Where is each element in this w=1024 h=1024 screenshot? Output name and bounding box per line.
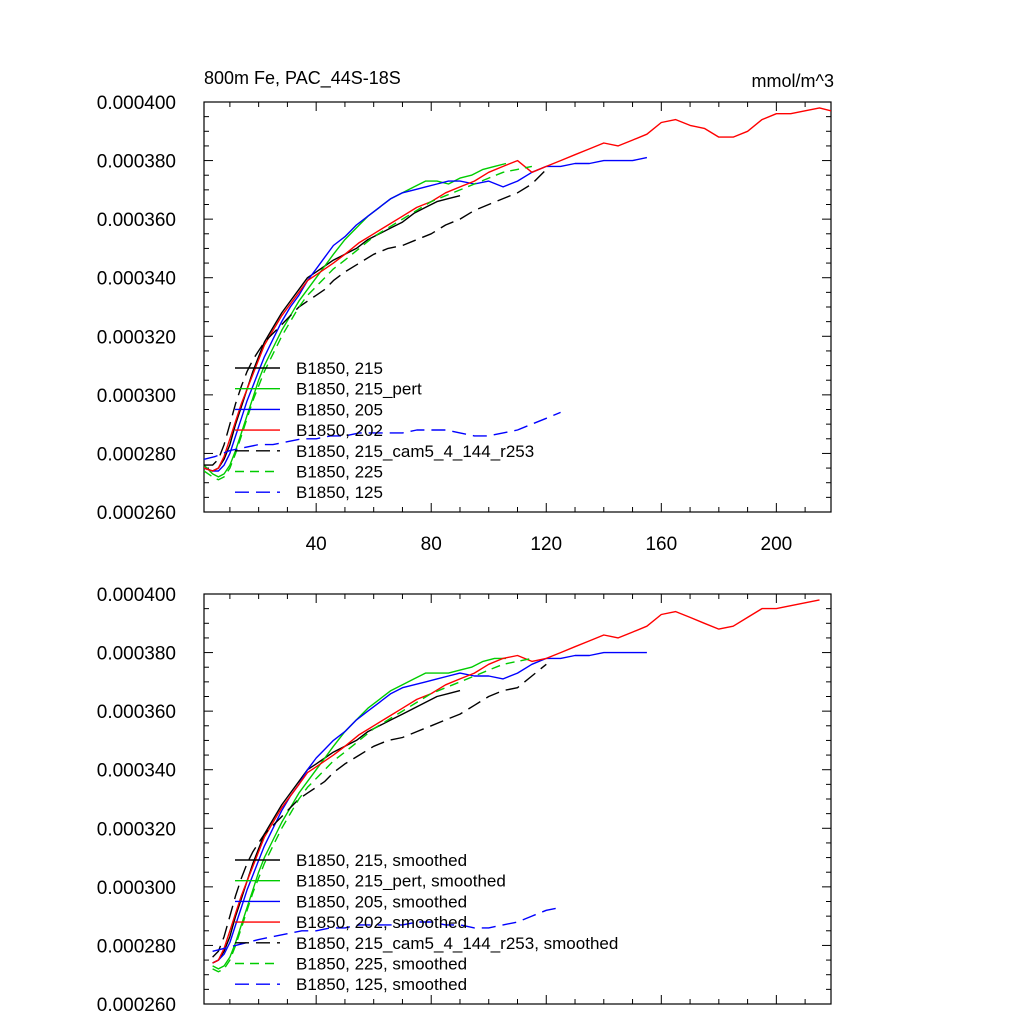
series-line-2 — [212, 657, 506, 970]
y-tick-label: 0.000340 — [97, 269, 176, 290]
x-tick-label: 200 — [761, 534, 793, 555]
top-panel: 800m Fe, PAC_44S-18S mmol/m^3 0.000260 0.… — [97, 68, 834, 555]
legend-entry: B1850, 215_pert, smoothed — [296, 872, 506, 891]
y-tick-label: 0.000280 — [97, 936, 176, 957]
series-line-1 — [204, 195, 461, 472]
legend-entry: B1850, 215_pert — [296, 380, 422, 399]
bottom-panel: 0.000260 0.000280 0.000300 0.000320 0.000340… — [97, 585, 832, 1016]
series-line-4 — [204, 107, 831, 472]
legend-entry: B1850, 202, smoothed — [296, 913, 467, 932]
series-line-3 — [212, 651, 647, 964]
series-line-7 — [212, 906, 561, 952]
y-tick-label: 0.000400 — [97, 93, 176, 114]
legend-entry: B1850, 215_cam5_4_144_r253, smoothed — [296, 934, 618, 953]
x-tick-label: 40 — [306, 534, 327, 555]
legend-entry: B1850, 202 — [296, 421, 383, 440]
legend-entry: B1850, 225, smoothed — [296, 955, 467, 974]
legend-entry: B1850, 225 — [296, 463, 383, 482]
x-tick-label: 120 — [530, 534, 562, 555]
y-tick-label: 0.000380 — [97, 152, 176, 173]
y-tick-label: 0.000260 — [97, 995, 176, 1016]
legend-entry: B1850, 125 — [296, 483, 383, 502]
legend-entry: B1850, 205, smoothed — [296, 892, 467, 911]
y-tick-label: 0.000400 — [97, 585, 176, 606]
series-line-6 — [204, 165, 533, 481]
series-line-7 — [204, 411, 561, 460]
legend-entry: B1850, 125, smoothed — [296, 975, 467, 994]
y-tick-label: 0.000300 — [97, 878, 176, 899]
y-tick-label: 0.000320 — [97, 327, 176, 348]
legend-entry: B1850, 215, smoothed — [296, 851, 467, 870]
legend-entry: B1850, 215_cam5_4_144_r253 — [296, 442, 534, 461]
y-tick-label: 0.000260 — [97, 503, 176, 524]
legend-entry: B1850, 215 — [296, 359, 383, 378]
y-tick-label: 0.000280 — [97, 444, 176, 465]
series-line-6 — [212, 657, 533, 973]
units-label: mmol/m^3 — [752, 71, 834, 91]
x-tick-label: 160 — [645, 534, 677, 555]
y-tick-label: 0.000320 — [97, 819, 176, 840]
chart-title: 800m Fe, PAC_44S-18S — [204, 68, 401, 89]
y-tick-label: 0.000380 — [97, 644, 176, 665]
series-line-5 — [204, 168, 547, 466]
series-line-5 — [212, 663, 547, 958]
y-tick-label: 0.000340 — [97, 761, 176, 782]
y-tick-label: 0.000360 — [97, 702, 176, 723]
y-tick-label: 0.000300 — [97, 386, 176, 407]
legend-entry: B1850, 205 — [296, 400, 383, 419]
x-tick-label: 80 — [421, 534, 442, 555]
y-tick-label: 0.000360 — [97, 210, 176, 231]
series-line-4 — [212, 599, 820, 964]
